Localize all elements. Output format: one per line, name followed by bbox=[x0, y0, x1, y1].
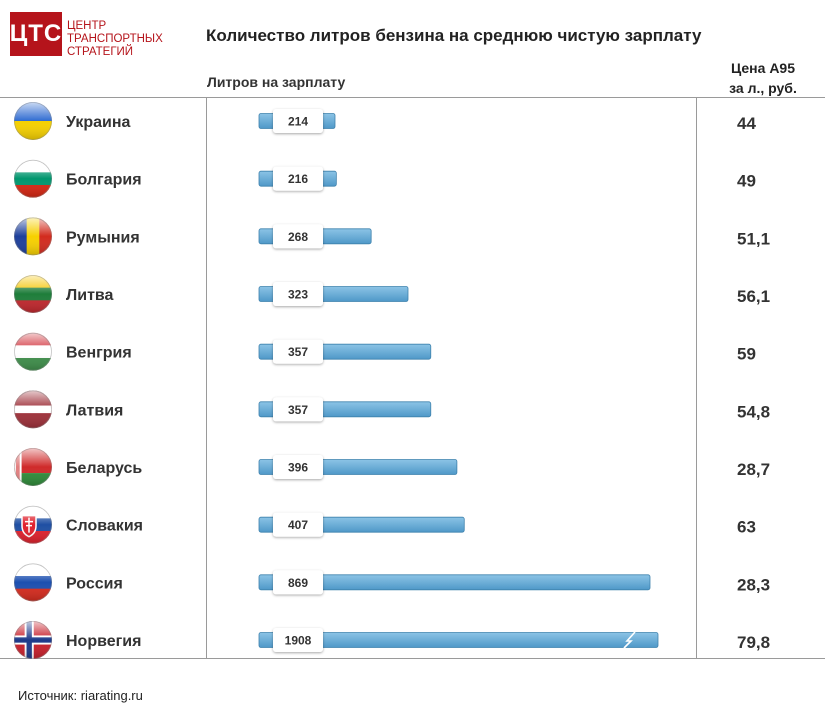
country-label: Норвегия bbox=[66, 633, 141, 650]
price-label: 59 bbox=[737, 345, 756, 364]
table-bottom-border bbox=[0, 658, 825, 659]
value-label-box bbox=[273, 109, 323, 133]
chart-row: Россия 869 28,3 bbox=[14, 563, 770, 602]
country-label: Румыния bbox=[66, 229, 140, 246]
country-label: Болгария bbox=[66, 172, 142, 189]
country-label: Беларусь bbox=[66, 460, 142, 477]
bars-column-header: Литров на зарплату bbox=[207, 74, 346, 90]
value-label-box bbox=[273, 512, 323, 537]
chart-row: Украина 214 44 bbox=[14, 102, 756, 140]
country-label: Латвия bbox=[66, 402, 123, 419]
value-label: 268 bbox=[288, 230, 308, 244]
price-column-header-line-2: за л., руб. bbox=[729, 80, 797, 96]
value-label: 407 bbox=[288, 518, 308, 532]
value-label: 1908 bbox=[285, 634, 312, 648]
chart-row: Болгария 216 49 bbox=[14, 159, 756, 198]
table-top-border bbox=[0, 97, 825, 98]
price-label: 49 bbox=[737, 172, 756, 191]
norway-flag-icon bbox=[14, 621, 52, 659]
price-label: 28,3 bbox=[737, 575, 770, 594]
logo: ЦТС ЦЕНТР ТРАНСПОРТНЫХ СТРАТЕГИЙ bbox=[10, 12, 163, 59]
price-column-header-line-1: Цена А95 bbox=[731, 60, 795, 76]
price-label: 51,1 bbox=[737, 229, 770, 248]
price-label: 56,1 bbox=[737, 287, 770, 306]
source-note: Источник: riarating.ru bbox=[18, 688, 143, 703]
value-label-box bbox=[273, 455, 323, 479]
price-label: 44 bbox=[737, 114, 756, 133]
value-label-box bbox=[273, 339, 323, 364]
country-label: Россия bbox=[66, 575, 123, 592]
russia-flag-icon bbox=[14, 563, 52, 602]
bars-left-divider bbox=[206, 97, 207, 658]
price-label: 79,8 bbox=[737, 633, 770, 652]
price-label: 54,8 bbox=[737, 402, 770, 421]
logo-line-1: ЦЕНТР bbox=[67, 20, 107, 32]
logo-line-2: ТРАНСПОРТНЫХ bbox=[67, 33, 163, 45]
chart-row: Норвегия 1908 79,8 bbox=[14, 621, 770, 659]
chart-title: Количество литров бензина на среднюю чис… bbox=[206, 26, 702, 45]
value-label: 357 bbox=[288, 345, 308, 359]
value-label: 216 bbox=[288, 172, 308, 186]
value-label: 869 bbox=[288, 576, 308, 590]
belarus-flag-icon bbox=[14, 448, 52, 486]
value-label-box bbox=[273, 224, 323, 249]
value-label-box bbox=[273, 570, 323, 595]
country-label: Литва bbox=[66, 287, 114, 304]
hungary-flag-icon bbox=[14, 332, 52, 371]
value-label: 357 bbox=[288, 403, 308, 417]
ukraine-flag-icon bbox=[14, 102, 52, 140]
chart-row: Латвия 357 54,8 bbox=[14, 390, 770, 429]
logo-text: ЦЕНТР ТРАНСПОРТНЫХ СТРАТЕГИЙ bbox=[67, 20, 163, 59]
value-label: 323 bbox=[288, 288, 308, 302]
value-label-box bbox=[273, 282, 323, 306]
slovakia-flag-icon bbox=[14, 505, 52, 544]
value-label: 214 bbox=[288, 115, 308, 129]
logo-line-3: СТРАТЕГИЙ bbox=[67, 46, 134, 58]
country-label: Венгрия bbox=[66, 345, 132, 362]
chart-row: Румыния 268 51,1 bbox=[14, 217, 770, 256]
lithuania-flag-icon bbox=[14, 275, 52, 313]
value-label-box bbox=[273, 628, 323, 652]
latvia-flag-icon bbox=[14, 390, 52, 429]
chart-row: Литва 323 56,1 bbox=[14, 275, 770, 313]
chart-row: Словакия 407 63 bbox=[14, 505, 756, 544]
chart-row: Венгрия 357 59 bbox=[14, 332, 756, 371]
value-label-box bbox=[273, 397, 323, 422]
country-label: Словакия bbox=[66, 518, 143, 535]
bar bbox=[258, 632, 659, 648]
price-label: 63 bbox=[737, 518, 756, 537]
logo-mark: ЦТС bbox=[10, 12, 62, 56]
bulgaria-flag-icon bbox=[14, 159, 52, 198]
romania-flag-icon bbox=[14, 217, 52, 256]
axis-break-mark bbox=[623, 631, 636, 649]
price-column-header: Цена А95 за л., руб. bbox=[720, 58, 806, 98]
country-label: Украина bbox=[66, 114, 131, 131]
value-label: 396 bbox=[288, 461, 308, 475]
bars-right-divider bbox=[696, 97, 697, 658]
bar bbox=[258, 574, 651, 591]
chart-row: Беларусь 396 28,7 bbox=[14, 448, 770, 486]
price-label: 28,7 bbox=[737, 460, 770, 479]
value-label-box bbox=[273, 166, 323, 191]
